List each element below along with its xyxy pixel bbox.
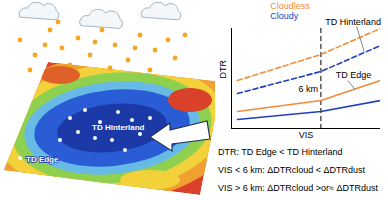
html-text:DTR: TD Edge < TD Hinterland: DTR: TD Edge < TD Hinterland	[218, 147, 343, 157]
html-text:VIS > 6 km: ΔDTRcloud >or≈ ΔDT: VIS > 6 km: ΔDTRcloud >or≈ ΔDTRdust	[218, 183, 378, 193]
html-text:VIS < 6 km: ΔDTRcloud < ΔDTRdu: VIS < 6 km: ΔDTRcloud < ΔDTRdust	[218, 165, 366, 175]
svg-text:VIS: VIS	[299, 130, 314, 140]
svg-text:TD Hinterland: TD Hinterland	[92, 123, 145, 132]
svg-text:TD Edge: TD Edge	[26, 155, 59, 164]
svg-text:6 km: 6 km	[298, 84, 318, 94]
svg-text:TD Hinterland: TD Hinterland	[325, 17, 381, 27]
svg-text:DTR: DTR	[218, 60, 228, 79]
svg-text:TD Edge: TD Edge	[336, 70, 372, 80]
svg-text:Cloudless: Cloudless	[270, 1, 310, 11]
svg-text:Cloudy: Cloudy	[270, 11, 299, 21]
